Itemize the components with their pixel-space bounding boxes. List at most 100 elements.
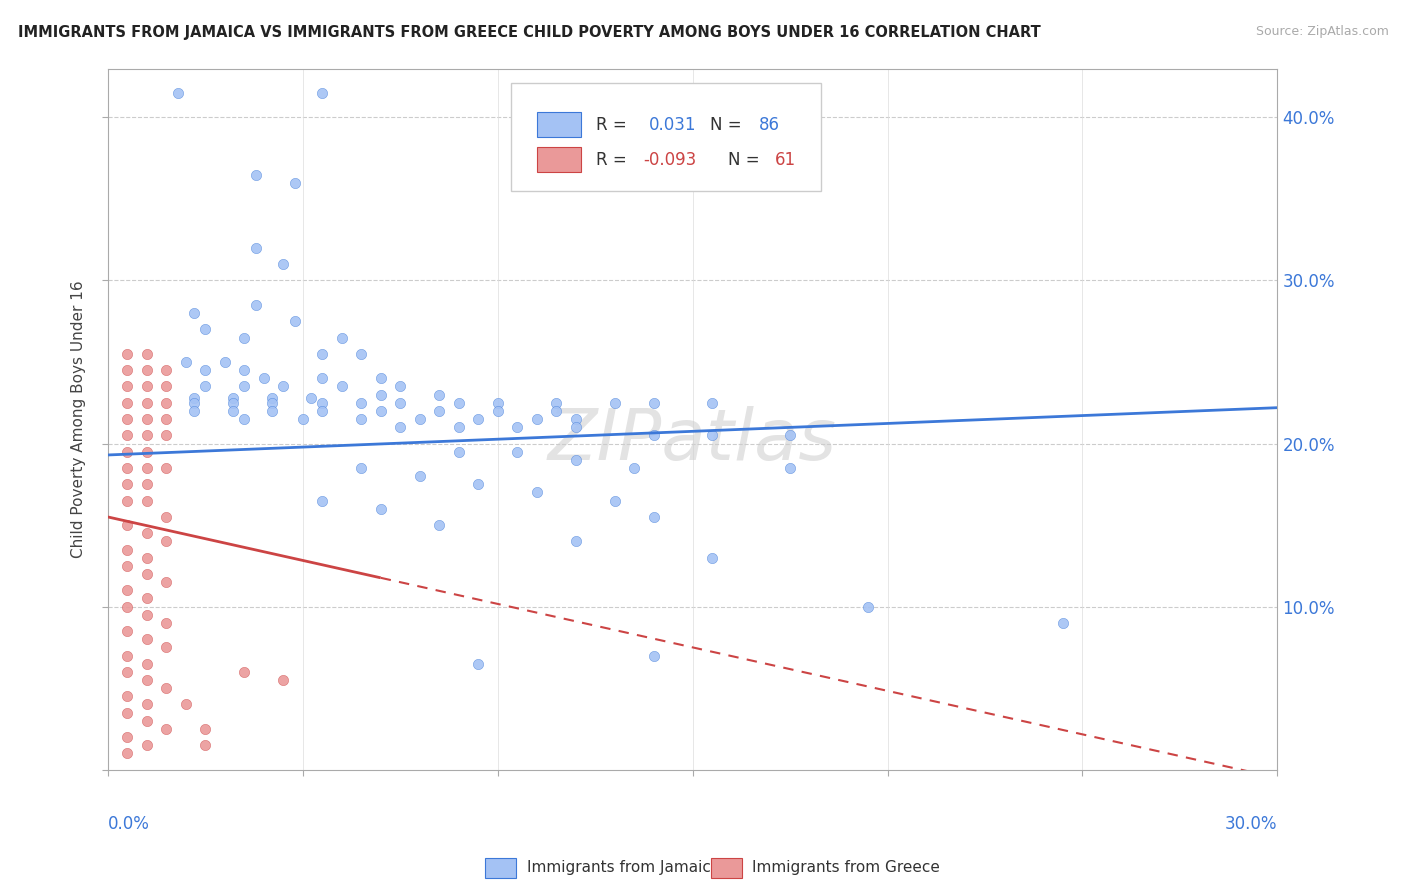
Point [233,330,256,344]
Text: 86: 86 [759,116,780,134]
Text: 30.0%: 30.0% [1225,815,1278,833]
Point [389,420,412,434]
Point [135,396,157,410]
Point [260,396,283,410]
Point [117,396,139,410]
Point [311,86,333,100]
Point [194,379,217,393]
Point [135,591,157,606]
Point [856,599,879,614]
Point [135,477,157,491]
Point [526,485,548,500]
Point [117,428,139,442]
Point [506,420,529,434]
Text: Immigrants from Greece: Immigrants from Greece [752,860,941,874]
Point [643,648,665,663]
Point [117,477,139,491]
Text: 61: 61 [775,151,796,169]
Point [167,86,190,100]
Point [117,518,139,533]
Text: Immigrants from Jamaica: Immigrants from Jamaica [527,860,720,874]
Point [117,558,139,573]
Point [350,396,373,410]
Point [427,518,450,533]
Point [311,347,333,361]
Point [564,534,586,549]
Point [299,391,322,405]
Point [117,624,139,638]
Point [253,371,276,385]
Point [233,379,256,393]
Point [779,461,801,475]
Point [117,347,139,361]
Point [467,412,489,426]
Point [260,404,283,418]
Text: 0.0%: 0.0% [108,815,149,833]
Point [1052,615,1074,630]
Point [135,379,157,393]
Point [291,412,314,426]
Bar [537,147,582,172]
Point [155,379,177,393]
Point [135,347,157,361]
Point [311,493,333,508]
Point [427,387,450,401]
Point [284,176,307,190]
Point [117,444,139,458]
Point [183,306,205,320]
Point [370,387,392,401]
Point [486,404,509,418]
Point [623,461,645,475]
Point [506,444,529,458]
Text: -0.093: -0.093 [644,151,697,169]
Point [221,391,243,405]
Point [135,428,157,442]
Point [135,363,157,377]
Point [370,501,392,516]
Point [408,469,430,483]
Point [779,428,801,442]
Point [155,722,177,736]
Point [117,690,139,704]
Point [135,567,157,582]
Point [135,657,157,671]
Point [447,444,470,458]
Point [370,404,392,418]
Point [135,738,157,752]
Text: IMMIGRANTS FROM JAMAICA VS IMMIGRANTS FROM GREECE CHILD POVERTY AMONG BOYS UNDER: IMMIGRANTS FROM JAMAICA VS IMMIGRANTS FR… [18,25,1040,40]
Point [194,722,217,736]
Text: N =: N = [710,116,742,134]
Point [117,542,139,557]
Point [135,461,157,475]
Point [467,657,489,671]
Point [370,371,392,385]
Point [183,396,205,410]
Point [214,355,236,369]
Point [135,673,157,687]
FancyBboxPatch shape [512,83,821,191]
Y-axis label: Child Poverty Among Boys Under 16: Child Poverty Among Boys Under 16 [72,280,86,558]
Point [564,420,586,434]
Point [155,510,177,524]
Point [174,698,197,712]
Point [117,583,139,598]
Point [603,493,626,508]
Point [117,363,139,377]
Point [260,391,283,405]
Point [183,391,205,405]
Point [117,665,139,679]
Point [155,534,177,549]
Point [330,330,353,344]
Point [408,412,430,426]
Point [311,396,333,410]
Text: Source: ZipAtlas.com: Source: ZipAtlas.com [1256,25,1389,38]
Point [221,404,243,418]
Point [467,477,489,491]
Point [135,550,157,565]
Point [155,412,177,426]
Point [194,738,217,752]
Point [447,396,470,410]
Point [155,575,177,590]
Point [245,241,267,255]
Point [245,298,267,312]
